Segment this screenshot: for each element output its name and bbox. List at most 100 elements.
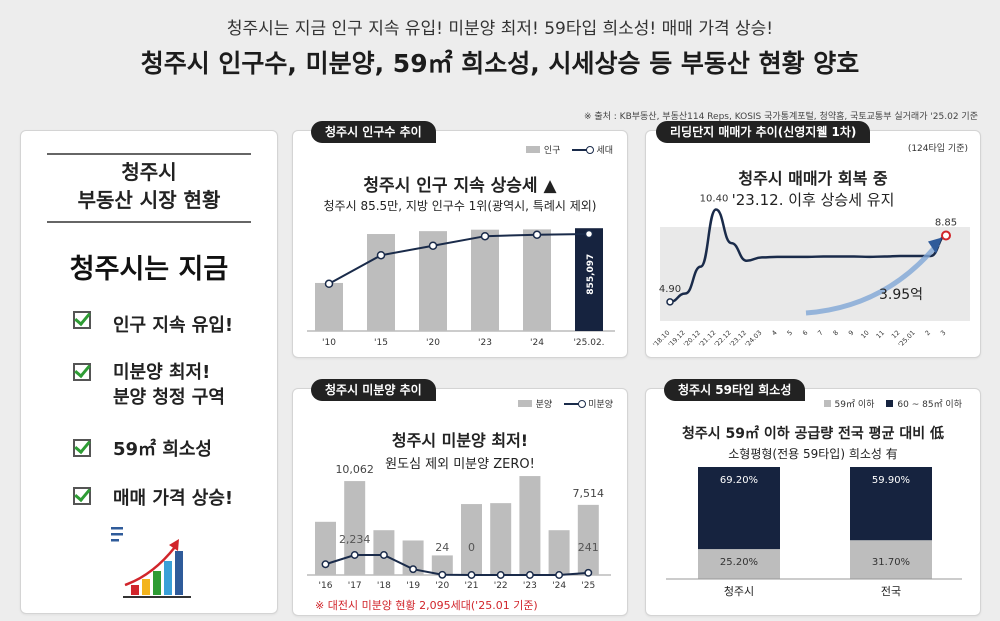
- type59-chart-title: 청주시 59㎡ 이하 공급량 전국 평균 대비 低: [682, 426, 944, 442]
- x-tick-label: '10: [322, 338, 336, 348]
- check-icon: [73, 439, 91, 457]
- summary-item: 분양 청정 구역: [113, 387, 225, 408]
- line-point: [379, 551, 388, 559]
- summary-item: 인구 지속 유입!: [113, 315, 234, 336]
- market-summary-panel: 청주시 부동산 시장 현황 청주시는 지금 인구 지속 유입! 미분양 최저! …: [20, 130, 278, 614]
- start-point: [666, 298, 674, 306]
- x-tick-label: '23: [523, 581, 537, 591]
- type59-tag: 청주시 59타입 희소성: [664, 379, 806, 401]
- line-point: [467, 571, 476, 579]
- bar: [471, 229, 499, 331]
- data-label: 855,097: [586, 254, 596, 295]
- x-tick-label: '24: [552, 581, 566, 591]
- rise-arrowhead: [928, 237, 942, 254]
- x-tick-label: '17: [348, 581, 362, 591]
- summary-big-text: 청주시는 지금: [69, 254, 229, 285]
- bar-label: 7,514: [573, 487, 605, 500]
- x-tick-label: '24: [530, 338, 544, 348]
- price-chart: '18.10'19.12'20.12'21.12'22.12'23.12'24.…: [651, 193, 970, 349]
- data-label: 69.20%: [720, 475, 758, 486]
- type59-legend: 59㎡ 이하 60 ~ 85㎡ 이하: [823, 397, 962, 410]
- source-note: ※ 출처 : KB부동산, 부동산114 Reps, KOSIS 국가통계포털,…: [583, 112, 978, 122]
- summary-item: 매매 가격 상승!: [113, 488, 234, 509]
- type59-panel: 청주시 59타입 희소성 59㎡ 이하 60 ~ 85㎡ 이하 청주시 59㎡ …: [645, 379, 981, 616]
- bar-label: 10,062: [335, 463, 374, 476]
- x-tick-label: 5: [785, 329, 794, 338]
- population-panel: 청주시 인구수 추이 인구 세대 청주시 인구 지속 상승세 ▲ 청주시 85.…: [292, 121, 628, 358]
- series-line: [328, 233, 590, 285]
- line-label: 0: [468, 541, 475, 554]
- x-tick-label: '25.01: [897, 329, 917, 349]
- x-tick-label: 8: [831, 329, 840, 338]
- divider: [47, 221, 251, 223]
- price-chart-title: 청주시 매매가 회복 중: [738, 169, 888, 188]
- bar: [548, 530, 570, 575]
- bar: [367, 234, 395, 331]
- line-point: [532, 230, 542, 239]
- population-tag: 청주시 인구수 추이: [311, 121, 436, 143]
- summary-item: 59㎡ 희소성: [113, 439, 212, 460]
- unsold-legend: 분양 미분양: [517, 397, 613, 410]
- plot-background: [660, 227, 970, 321]
- legend-swatch-line: [564, 399, 587, 408]
- x-tick-label: '16: [319, 581, 333, 591]
- end-point: [941, 230, 951, 241]
- price-panel: 리딩단지 매매가 추이(신영지웰 1차) (124타입 기준) 청주시 매매가 …: [645, 121, 981, 358]
- line-label: 2,234: [339, 533, 371, 546]
- x-tick-label: 12: [890, 329, 902, 341]
- x-tick-label: '24.03: [743, 329, 763, 349]
- type59-chart-subtitle: 소형평형(전용 59타입) 희소성 有: [728, 447, 898, 461]
- end-label: 8.85: [935, 218, 957, 229]
- x-tick-label: 전국: [881, 585, 901, 598]
- x-tick-label: '25: [581, 581, 595, 591]
- bar: [461, 504, 482, 575]
- peak-label: 10.40: [700, 193, 729, 204]
- x-tick-label: '23: [478, 338, 492, 348]
- legend-swatch-bar: [525, 146, 540, 153]
- stack-bar-small: [850, 540, 932, 579]
- unsold-chart: '16 '17 10,062 2,234 '18 '19 '20 24 '21 0 '22 '23 '2…: [307, 463, 611, 591]
- line-point: [324, 279, 334, 289]
- line-point: [496, 571, 505, 579]
- population-chart: '10 '15 '20 '23 '24 '25.02. 855,097: [307, 228, 615, 348]
- x-tick-label: '18: [377, 581, 391, 591]
- population-chart-title: 청주시 인구 지속 상승세 ▲: [363, 176, 557, 196]
- bar: [431, 555, 453, 575]
- x-tick-label: '25.02.: [573, 338, 604, 348]
- line-label: 24: [435, 541, 449, 554]
- page-subtitle: 청주시는 지금 인구 지속 유입! 미분양 최저! 59타입 희소성! 매매 가…: [226, 19, 774, 39]
- line-point: [428, 241, 438, 250]
- bar: [519, 476, 541, 575]
- data-label: 59.90%: [872, 475, 910, 486]
- population-legend: 인구 세대: [525, 143, 613, 156]
- legend-label: 미분양: [588, 400, 613, 410]
- unsold-footnote: ※ 대전시 미분양 현황 2,095세대('25.01 기준): [315, 599, 538, 612]
- legend-swatch-dark: [886, 400, 894, 407]
- line-point: [409, 565, 418, 574]
- x-tick-label: '19: [406, 581, 420, 591]
- line-point: [525, 571, 534, 579]
- unsold-chart-subtitle: 원도심 제외 미분양 ZERO!: [385, 457, 535, 472]
- type59-chart: 69.20% 25.20% 청주시 59.90% 31.70% 전국: [666, 467, 962, 598]
- check-icon: [73, 363, 91, 381]
- legend-swatch-light: [823, 400, 831, 407]
- bar: [490, 503, 512, 575]
- price-chart-subtitle: '23.12. 이후 상승세 유지: [731, 191, 895, 209]
- page-title: 청주시 인구수, 미분양, 59㎡ 희소성, 시세상승 등 부동산 현황 양호: [140, 49, 860, 78]
- price-note: (124타입 기준): [907, 144, 968, 154]
- bar: [344, 481, 366, 575]
- x-tick-label: 7: [816, 329, 825, 338]
- rise-arrow: [805, 241, 940, 316]
- price-tag: 리딩단지 매매가 추이(신영지웰 1차): [656, 121, 871, 143]
- x-tick-label: 3: [939, 329, 948, 338]
- line-point: [584, 568, 593, 577]
- x-tick-label: '15: [374, 338, 388, 348]
- line-point: [376, 250, 386, 260]
- line-point: [321, 560, 330, 569]
- x-tick-label: 2: [923, 329, 932, 338]
- x-tick-label: 10: [859, 329, 871, 341]
- x-tick-label: '20: [426, 338, 440, 348]
- x-tick-label: 4: [770, 329, 779, 338]
- series-line: [669, 208, 947, 304]
- unsold-panel: 청주시 미분양 추이 분양 미분양 청주시 미분양 최저! 원도심 제외 미분양…: [292, 379, 628, 616]
